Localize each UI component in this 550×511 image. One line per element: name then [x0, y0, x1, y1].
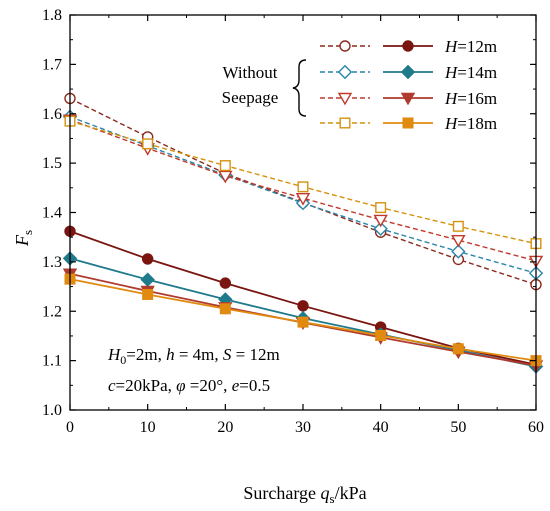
y-tick-label: 1.8	[42, 7, 62, 24]
annot-h-val: = 4m,	[175, 345, 223, 364]
x-tick-label: 40	[373, 419, 389, 436]
y-tick-label: 1.7	[42, 56, 62, 73]
annot-s-val: = 12m	[231, 345, 279, 364]
data-point	[295, 192, 311, 206]
y-tick-label: 1.1	[42, 353, 62, 370]
legend-entries: H=12m H=14m H=16m H=18m	[320, 37, 497, 133]
y-axis-label-var: F	[12, 234, 32, 247]
data-point	[219, 303, 231, 315]
annot-h0-sub: 0	[120, 353, 126, 367]
annot-e-var: e	[232, 376, 240, 395]
y-axis-label: Fs	[12, 230, 35, 247]
x-axis-label-sub: s	[330, 491, 335, 506]
legend-label: H=14m	[444, 63, 497, 82]
y-tick-label: 1.3	[42, 254, 62, 271]
data-point	[375, 202, 387, 214]
data-point	[297, 300, 309, 312]
x-axis-label: Surcharge qs/kPa	[243, 483, 366, 506]
x-tick-label: 20	[217, 419, 233, 436]
data-point	[142, 138, 154, 150]
legend-entry: H=16m	[320, 89, 497, 108]
y-tick-label: 1.0	[42, 402, 62, 419]
annot-phi-var: φ	[176, 376, 185, 395]
legend-marker	[402, 117, 414, 129]
x-tick-label: 10	[140, 419, 156, 436]
legend-label: H=18m	[444, 114, 497, 133]
annotation-line-1: H0=2m, h = 4m, S = 12m	[107, 345, 280, 367]
data-point	[373, 214, 388, 228]
y-tick-label: 1.6	[42, 106, 62, 123]
x-axis-label-var: q	[321, 483, 330, 503]
legend-marker	[400, 64, 416, 80]
legend-brace	[292, 59, 307, 117]
annot-c-var: c	[108, 376, 116, 395]
y-tick-label: 1.5	[42, 155, 62, 172]
data-point	[219, 160, 231, 172]
legend-marker-without-seepage	[337, 92, 353, 106]
legend-entry: H=18m	[320, 114, 497, 133]
data-point	[451, 244, 466, 259]
data-point	[218, 170, 233, 184]
plot-area: 1.0 1.1 1.2 1.3 1.4 1.5 1.6 1.7 1.8 0 10 20 30 40 50 60	[42, 7, 544, 436]
legend-label: H=16m	[444, 89, 497, 108]
series-layer	[62, 92, 544, 374]
data-point	[219, 277, 232, 289]
y-tick-label: 1.2	[42, 303, 62, 320]
y-axis-label-sub: s	[20, 230, 35, 235]
x-tick-label: 60	[528, 419, 544, 436]
data-point	[140, 272, 155, 287]
annot-e-val: =0.5	[239, 376, 270, 395]
annot-h0-var: H	[107, 345, 122, 364]
data-point	[142, 288, 154, 300]
legend-entry: H=12m	[320, 37, 497, 56]
x-tick-label: 50	[450, 419, 466, 436]
data-point	[141, 253, 154, 265]
annot-s-var: S	[223, 345, 232, 364]
x-axis-label-main: Surcharge	[243, 483, 320, 503]
x-axis-label-unit: /kPa	[335, 483, 367, 503]
annot-phi-val: =20°,	[186, 376, 232, 395]
legend-marker-without-seepage	[337, 64, 353, 80]
legend-marker-without-seepage	[339, 40, 351, 52]
annot-c-val: =20kPa,	[116, 376, 177, 395]
data-point	[297, 316, 309, 328]
legend-group-label-line2: Seepage	[222, 88, 279, 107]
y-tick-label: 1.4	[42, 205, 62, 222]
data-point	[452, 220, 464, 232]
legend-marker-without-seepage	[339, 117, 351, 129]
data-point	[375, 329, 387, 341]
annotation-line-2: c=20kPa, φ =20°, e=0.5	[108, 376, 270, 395]
data-point	[373, 221, 388, 236]
x-tick-label: 30	[295, 419, 311, 436]
series-4	[64, 115, 542, 250]
legend-label: H=12m	[444, 37, 497, 56]
data-point	[451, 234, 466, 248]
legend-entry: H=14m	[320, 63, 497, 82]
annot-h0-val: =2m,	[126, 345, 166, 364]
parameter-annotations: H0=2m, h = 4m, S = 12m c=20kPa, φ =20°, …	[107, 345, 280, 395]
legend: Without Seepage H=12m H=14m H=16m H=18m	[222, 37, 497, 133]
data-point	[452, 343, 464, 355]
x-tick-label: 0	[66, 419, 74, 436]
data-point	[297, 181, 309, 193]
annot-h-var: h	[166, 345, 175, 364]
legend-group-label-line1: Without	[222, 63, 277, 82]
legend-marker	[400, 92, 416, 106]
legend-marker	[402, 40, 414, 52]
ticks-layer: 1.0 1.1 1.2 1.3 1.4 1.5 1.6 1.7 1.8 0 10 20 30 40 50 60	[42, 7, 544, 436]
